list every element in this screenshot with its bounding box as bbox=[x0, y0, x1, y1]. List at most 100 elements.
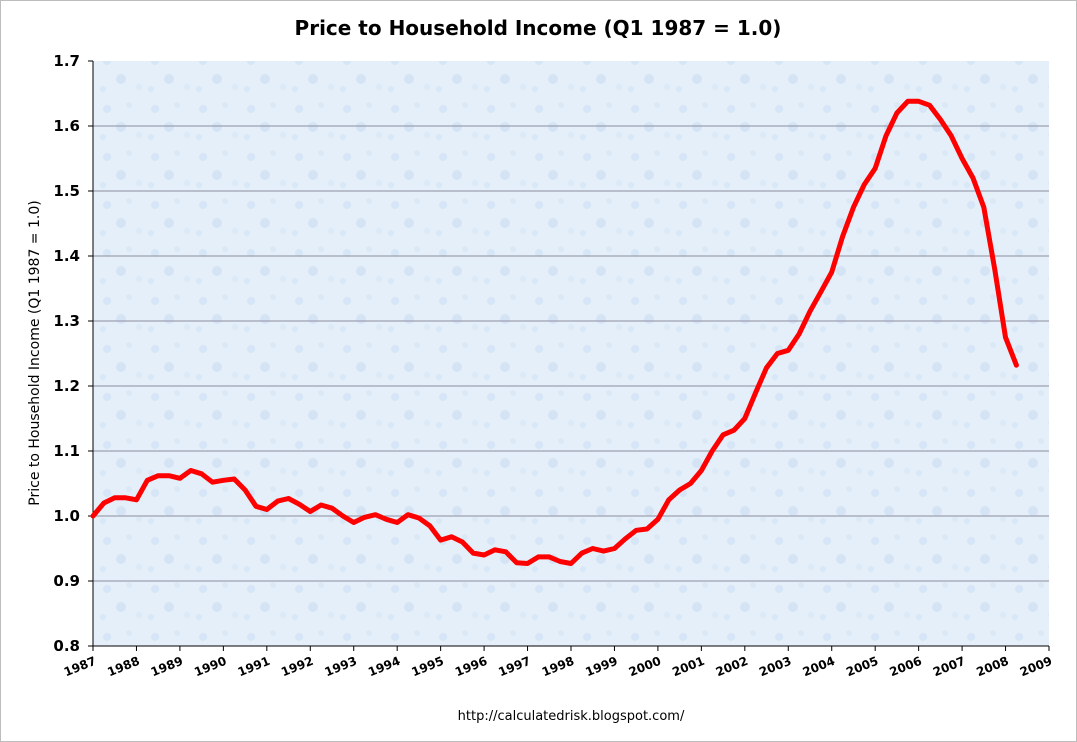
y-axis-label: Price to Household Income (Q1 1987 = 1.0… bbox=[27, 200, 43, 505]
data-point bbox=[699, 468, 704, 473]
x-tick-label: 1990 bbox=[192, 654, 228, 679]
data-point bbox=[155, 473, 161, 478]
data-point bbox=[601, 548, 606, 554]
data-point bbox=[753, 390, 758, 395]
data-point bbox=[623, 536, 628, 541]
x-tick-label: 2005 bbox=[844, 654, 880, 679]
y-tick-label: 1.1 bbox=[53, 442, 80, 460]
data-point bbox=[547, 554, 552, 560]
data-point bbox=[764, 365, 769, 370]
data-point bbox=[177, 476, 183, 481]
data-point bbox=[297, 502, 302, 507]
data-point bbox=[90, 513, 96, 519]
data-point bbox=[938, 117, 943, 122]
x-tick-label: 2006 bbox=[888, 654, 924, 679]
y-tick-label: 1.0 bbox=[53, 507, 80, 525]
data-point bbox=[894, 110, 900, 116]
data-point bbox=[720, 432, 726, 437]
data-point bbox=[688, 481, 693, 486]
data-point bbox=[221, 478, 226, 483]
chart-title: Price to Household Income (Q1 1987 = 1.0… bbox=[295, 16, 782, 40]
data-point bbox=[514, 560, 519, 565]
x-tick-label: 1991 bbox=[236, 654, 272, 679]
data-point bbox=[351, 520, 356, 525]
data-point bbox=[471, 550, 476, 556]
data-point bbox=[959, 156, 965, 161]
data-point bbox=[1014, 363, 1019, 368]
y-tick-label: 1.2 bbox=[53, 377, 80, 395]
y-tick-label: 1.5 bbox=[53, 182, 80, 200]
data-point bbox=[818, 289, 824, 294]
data-point bbox=[210, 480, 215, 485]
x-tick-label: 1993 bbox=[323, 654, 359, 679]
data-point bbox=[405, 512, 411, 517]
data-point bbox=[568, 561, 574, 566]
x-tick-label: 1994 bbox=[366, 654, 402, 679]
data-point bbox=[481, 552, 487, 558]
data-point bbox=[992, 266, 997, 272]
y-tick-label: 1.7 bbox=[53, 52, 80, 70]
data-point bbox=[394, 520, 400, 525]
data-point bbox=[883, 133, 889, 138]
data-point bbox=[927, 103, 932, 108]
data-point bbox=[308, 509, 313, 514]
data-point bbox=[1003, 335, 1008, 340]
data-point bbox=[872, 166, 878, 171]
y-tick-label: 1.3 bbox=[53, 312, 80, 330]
data-point bbox=[829, 270, 834, 275]
data-point bbox=[862, 182, 867, 187]
data-point bbox=[949, 133, 954, 138]
data-point bbox=[981, 205, 987, 210]
data-point bbox=[275, 498, 280, 504]
data-point bbox=[112, 495, 117, 500]
series-layer bbox=[90, 98, 1019, 566]
data-point bbox=[655, 517, 661, 522]
x-tick-label: 1999 bbox=[583, 654, 619, 679]
data-point bbox=[492, 547, 498, 552]
x-tick-label: 1988 bbox=[105, 654, 141, 679]
x-tick-label: 2001 bbox=[670, 654, 706, 679]
data-point bbox=[145, 478, 150, 483]
data-point bbox=[557, 559, 563, 564]
y-tick-label: 0.9 bbox=[53, 572, 80, 590]
data-point bbox=[416, 515, 422, 521]
y-tick-label: 1.6 bbox=[53, 117, 80, 135]
data-point bbox=[134, 497, 139, 502]
data-point bbox=[644, 526, 650, 532]
data-point bbox=[786, 348, 791, 353]
y-axis-ticks: 0.8 0.9 1.0 1.1 1.2 1.3 1.4 1.5 1.6 1.7 bbox=[53, 52, 93, 655]
data-point bbox=[633, 528, 639, 533]
x-tick-label: 1987 bbox=[62, 654, 98, 679]
data-point bbox=[775, 351, 780, 356]
data-point bbox=[579, 550, 585, 556]
data-point bbox=[286, 496, 291, 501]
data-point bbox=[731, 428, 737, 433]
data-point bbox=[384, 517, 389, 522]
data-point bbox=[166, 473, 172, 478]
data-point bbox=[525, 561, 530, 566]
data-point bbox=[536, 554, 541, 560]
x-tick-label: 1995 bbox=[410, 654, 446, 679]
data-point bbox=[362, 515, 367, 520]
data-point bbox=[503, 549, 509, 554]
data-point bbox=[438, 537, 443, 543]
data-point bbox=[373, 512, 378, 517]
data-point bbox=[710, 448, 715, 454]
data-point bbox=[188, 468, 193, 473]
data-point bbox=[807, 309, 813, 314]
data-point bbox=[840, 234, 845, 239]
y-tick-label: 1.4 bbox=[53, 247, 80, 265]
data-point bbox=[242, 487, 248, 493]
data-point bbox=[590, 546, 595, 551]
y-tick-label: 0.8 bbox=[53, 637, 80, 655]
source-url: http://calculatedrisk.blogspot.com/ bbox=[458, 709, 685, 724]
data-point bbox=[612, 546, 617, 551]
data-point bbox=[851, 205, 856, 210]
data-point bbox=[666, 497, 671, 502]
series-line bbox=[90, 98, 1019, 566]
data-point bbox=[329, 506, 335, 511]
x-tick-label: 1998 bbox=[540, 654, 576, 679]
data-point bbox=[796, 331, 802, 337]
